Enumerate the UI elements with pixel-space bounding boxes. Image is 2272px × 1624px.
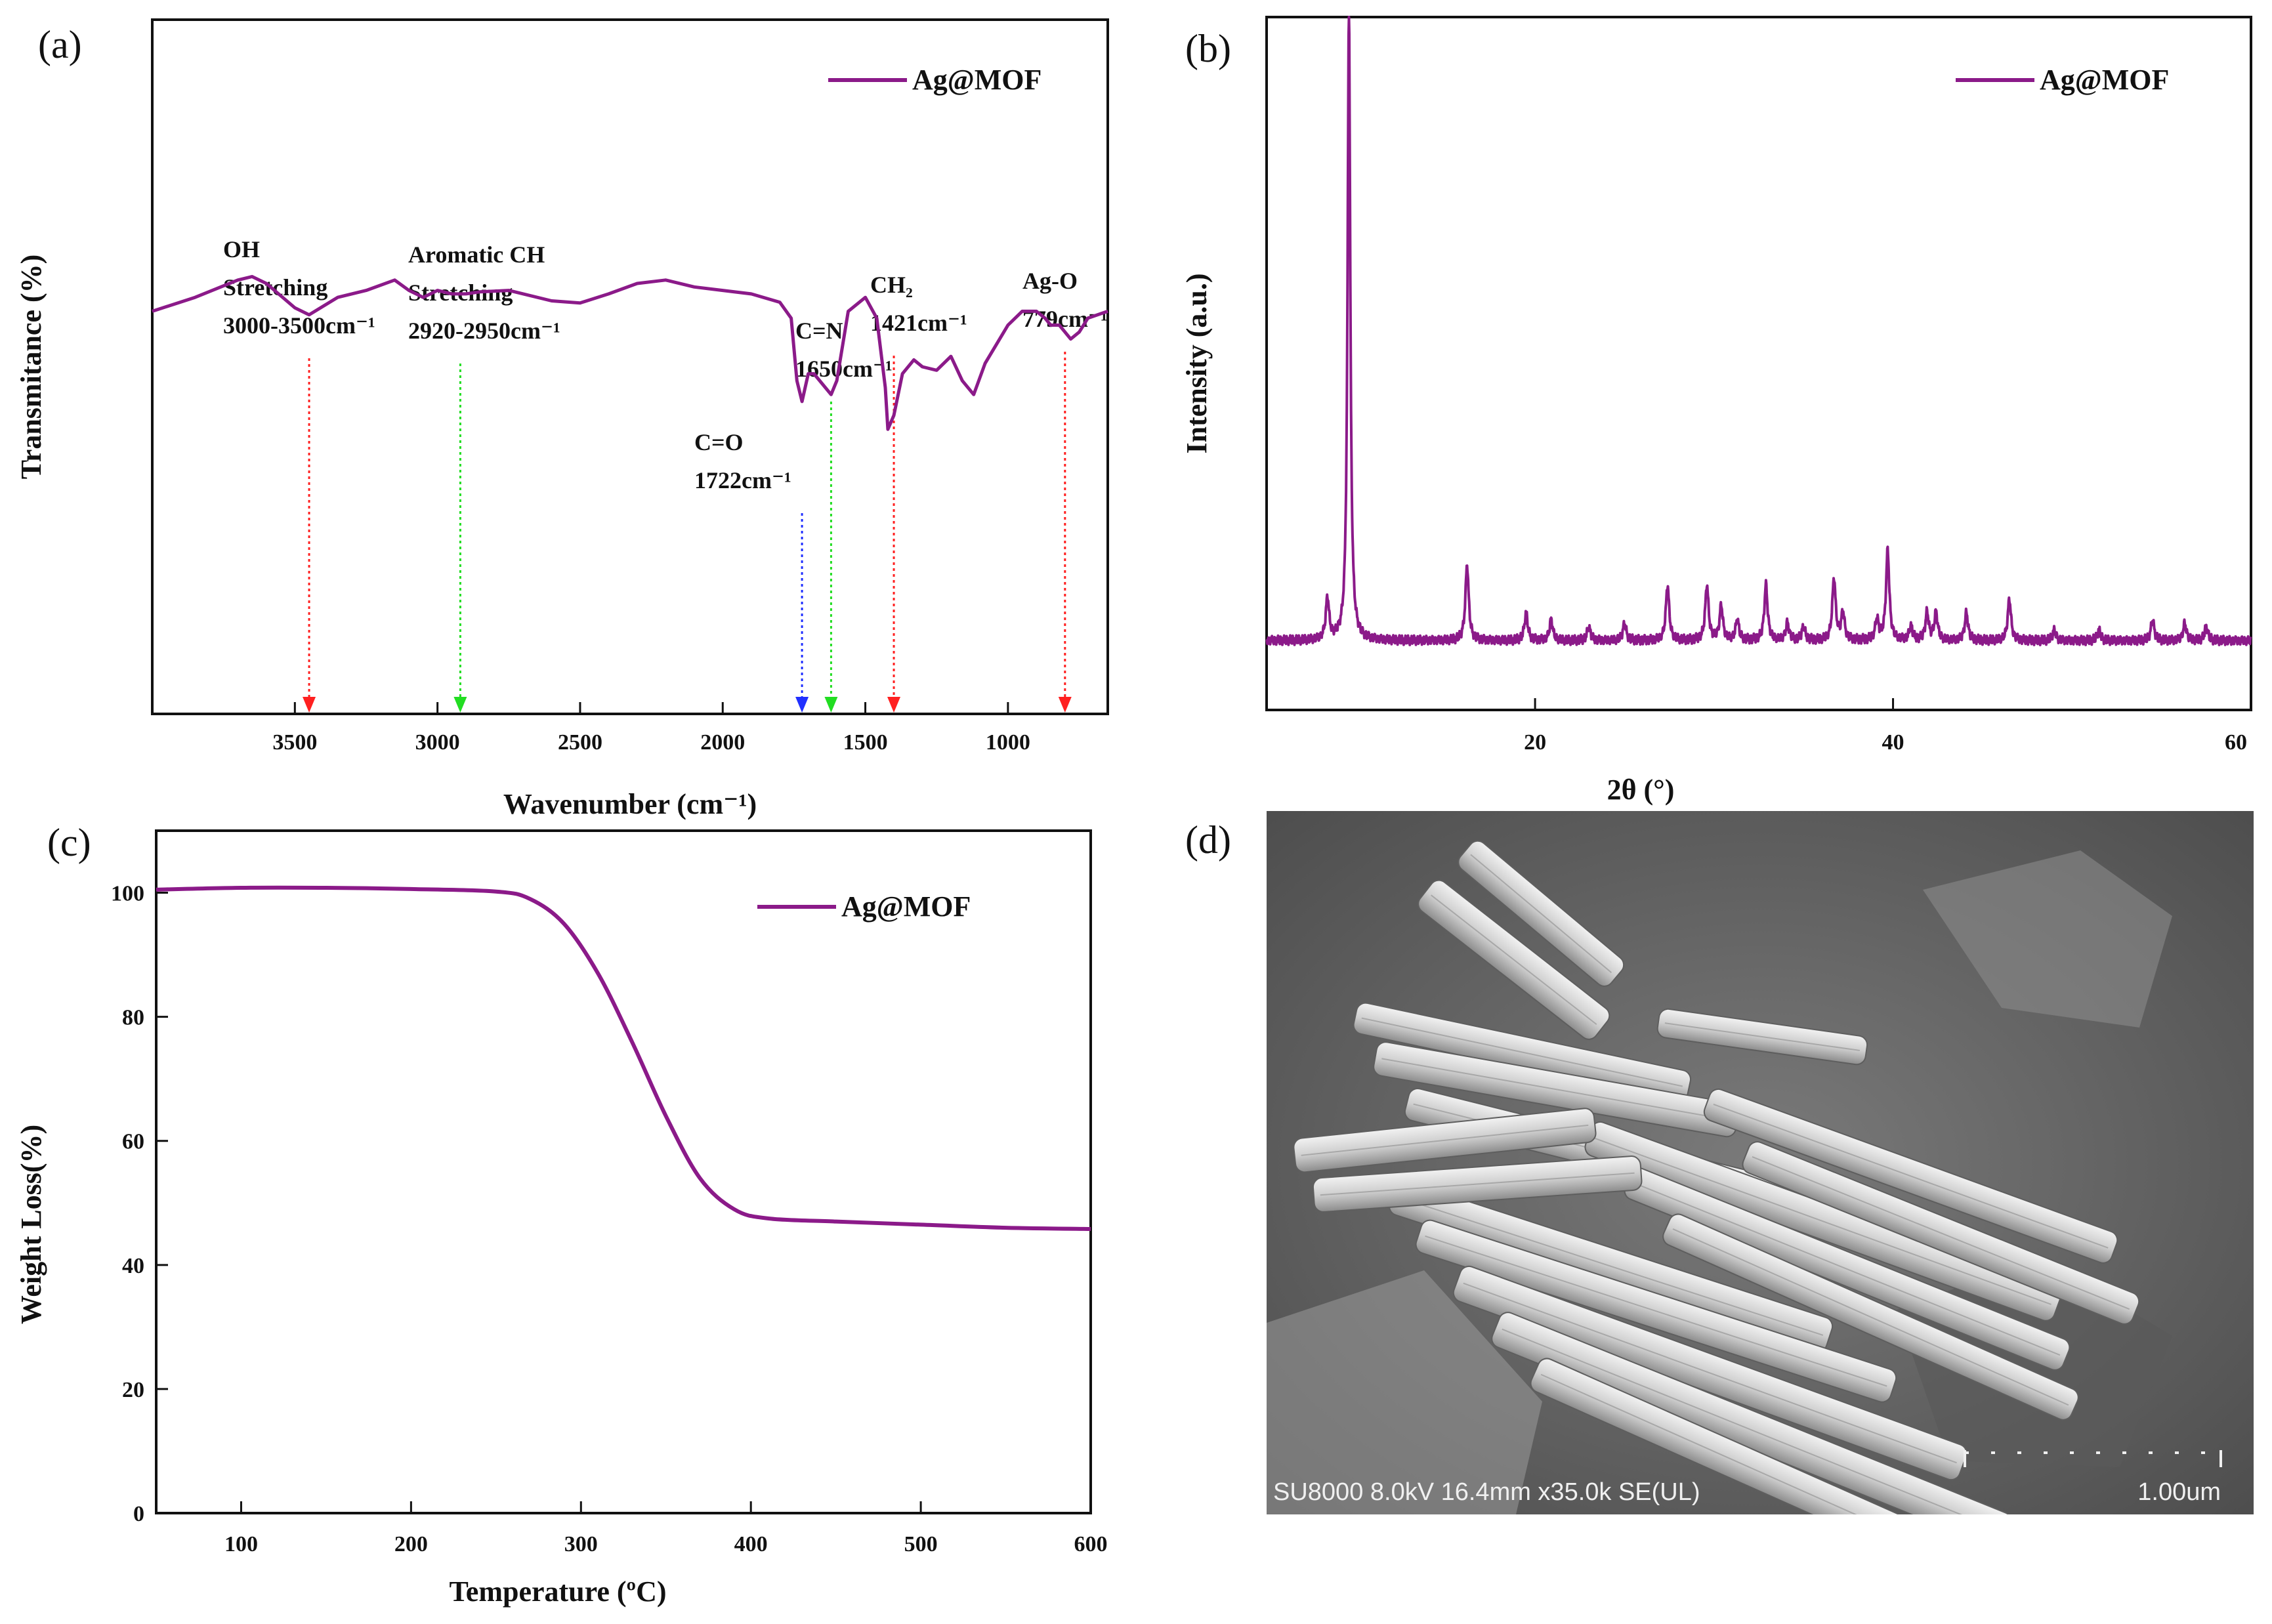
sem-rod-groove-11 (1301, 1124, 1589, 1156)
sem-image: SU8000 8.0kV 16.4mm x35.0k SE(UL) 1.00um (1267, 811, 2254, 1514)
panel-label-d: (d) (1185, 818, 1231, 862)
chart-a-xtick-label-0: 3500 (272, 730, 317, 755)
chart-a-series-line (152, 275, 1108, 431)
chart-a-annotation-4-line-0: CH₂ (870, 272, 913, 298)
sem-rod-groove-13 (1431, 894, 1597, 1026)
chart-a-legend-text: Ag@MOF (912, 64, 1041, 96)
sem-info-text: SU8000 8.0kV 16.4mm x35.0k SE(UL) (1273, 1478, 1700, 1506)
chart-a-annotation-1-line-0: Aromatic CH (408, 241, 545, 268)
chart-a-xlabel: Wavenumber (cm⁻¹) (503, 788, 757, 820)
sem-rod-12 (1312, 1156, 1643, 1213)
chart-c-ytick-label-2: 40 (122, 1254, 144, 1278)
chart-a-xtick-label-5: 1000 (986, 730, 1030, 755)
sem-rod-groove-9 (1633, 1182, 2061, 1356)
chart-c-series-line (156, 885, 1091, 1231)
chart-c-ylabel: Weight Loss(%) (15, 1125, 47, 1324)
sem-scale-label: 1.00um (2137, 1478, 2221, 1506)
chart-a-marker-arrow-3 (824, 697, 838, 713)
sem-rod-groove-6 (1502, 1328, 2002, 1514)
sem-rod-groove-5 (1463, 1282, 1957, 1464)
chart-a-marker-arrow-5 (1058, 697, 1072, 713)
chart-a-annotation-3-line-1: 1650cm⁻¹ (795, 356, 893, 382)
sem-rod-16 (1742, 1141, 2140, 1325)
chart-c-xtick-label-2: 300 (564, 1532, 598, 1556)
chart-a-annotation-2-line-0: C=O (694, 429, 744, 455)
chart-a-marker-arrow-4 (887, 697, 901, 713)
sem-info-bar: SU8000 8.0kV 16.4mm x35.0k SE(UL) 1.00um (1267, 1468, 2254, 1514)
sem-scale-bar (1964, 1450, 2222, 1467)
panel-label-a: (a) (38, 23, 82, 66)
sem-rod-groove-1 (1381, 1058, 1731, 1121)
sem-rod-groove-12 (1320, 1172, 1635, 1196)
sem-rods-illustration (1267, 811, 2254, 1514)
sem-rod-groove-0 (1361, 1017, 1683, 1087)
chart-a-frame (151, 18, 1109, 715)
sem-rod-9 (1624, 1167, 2071, 1371)
chart-c-tga: 100 200 300 400 500 600 0 20 40 60 80 100 Temperatur… (15, 829, 1108, 1608)
chart-a-marker-arrow-2 (795, 697, 809, 713)
sem-rod-groove-14 (1470, 854, 1612, 974)
chart-a-annotation-2-line-1: 1722cm⁻¹ (694, 467, 791, 493)
chart-c-ytick-label-4: 80 (122, 1006, 144, 1030)
sem-rod-groove-17 (1664, 1022, 1861, 1051)
sem-rod-11 (1293, 1108, 1597, 1173)
chart-c-ytick-label-3: 60 (122, 1130, 144, 1154)
sem-rod-groove-3 (1398, 1196, 1824, 1336)
sem-rod-10 (1662, 1213, 2079, 1421)
sem-rod-7 (1530, 1358, 1996, 1514)
chart-b-frame (1265, 16, 2252, 711)
sem-rod-groove-8 (1594, 1137, 2051, 1305)
chart-a-marker-arrow-0 (303, 697, 316, 713)
chart-b-xtick-label-1: 40 (1882, 730, 1904, 755)
chart-c-frame (155, 829, 1092, 1514)
chart-a-xtick-label-2: 2500 (558, 730, 602, 755)
chart-a-annotation-0-line-0: OH (223, 236, 260, 262)
chart-c-xtick-label-5: 600 (1074, 1532, 1108, 1556)
sem-rod-4 (1415, 1219, 1897, 1403)
chart-a-ftir: 3500 3000 2500 2000 1500 1000 Wavenumber (cm⁻¹… (15, 18, 1109, 820)
chart-a-ylabel: Transmitance (%) (15, 255, 47, 480)
chart-a-annotation-3-line-0: C=N (795, 318, 843, 344)
sem-rod-groove-7 (1540, 1373, 1985, 1514)
chart-b-legend-text: Ag@MOF (2040, 64, 2169, 96)
sem-rod-15 (1703, 1088, 2118, 1264)
chart-a-annotation-5-line-0: Ag-O (1022, 268, 1078, 294)
chart-c-xtick-label-4: 500 (904, 1532, 938, 1556)
chart-a-xtick-label-3: 2000 (700, 730, 745, 755)
sem-rod-groove-16 (1752, 1156, 2130, 1310)
chart-b-xlabel: 2θ (°) (1607, 774, 1675, 806)
chart-a-xtick-label-1: 3000 (415, 730, 460, 755)
sem-rod-groove-4 (1425, 1235, 1887, 1387)
chart-c-xlabel: Temperature (ºC) (449, 1575, 666, 1608)
chart-c-xtick-label-1: 200 (394, 1532, 428, 1556)
panel-label-b: (b) (1185, 27, 1231, 70)
sem-rod-14 (1458, 840, 1625, 987)
sem-rod-groove-10 (1672, 1228, 2069, 1406)
sem-rod-17 (1656, 1008, 1868, 1066)
chart-a-marker-arrow-1 (453, 697, 467, 713)
chart-c-xtick-label-3: 400 (734, 1532, 768, 1556)
chart-c-ytick-label-0: 0 (133, 1502, 144, 1526)
chart-c-ytick-label-1: 20 (122, 1378, 144, 1402)
sem-rod-groove-15 (1713, 1103, 2109, 1249)
chart-b-ylabel: Intensity (a.u.) (1181, 273, 1213, 453)
chart-b-series-line (1265, 16, 2252, 646)
chart-c-ytick-label-5: 100 (111, 882, 144, 906)
panel-label-c: (c) (47, 821, 91, 864)
sem-rod-13 (1418, 879, 1610, 1040)
chart-c-xtick-label-0: 100 (224, 1532, 258, 1556)
chart-c-legend-text: Ag@MOF (841, 890, 971, 923)
chart-b-xtick-label-0: 20 (1524, 730, 1546, 755)
chart-b-xrd: 20 40 60 2θ (°) Intensity (a.u.) Ag@MOF (1181, 16, 2252, 806)
chart-a-annotation-4-line-1: 1421cm⁻¹ (870, 310, 967, 336)
chart-a-xtick-label-4: 1500 (843, 730, 888, 755)
chart-a-annotation-0-line-2: 3000-3500cm⁻¹ (223, 312, 375, 339)
chart-b-xtick-label-2: 60 (2225, 730, 2247, 755)
chart-a-annotation-1-line-2: 2920-2950cm⁻¹ (408, 318, 560, 344)
